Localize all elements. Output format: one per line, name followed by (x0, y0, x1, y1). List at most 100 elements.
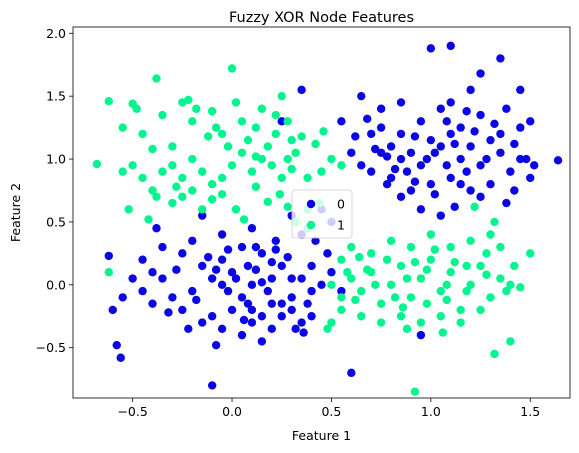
point-series-0 (382, 180, 392, 189)
point-series-0 (430, 148, 440, 157)
point-series-0 (227, 268, 237, 277)
point-series-1 (178, 192, 187, 201)
point-series-0 (506, 167, 515, 176)
point-series-1 (178, 173, 187, 183)
point-series-0 (287, 305, 296, 315)
point-series-1 (223, 142, 233, 151)
point-series-0 (307, 286, 316, 296)
point-series-1 (247, 167, 257, 176)
point-series-1 (416, 318, 426, 327)
point-series-0 (297, 318, 306, 327)
point-series-0 (376, 148, 386, 157)
point-series-1 (152, 74, 161, 83)
point-series-1 (207, 107, 217, 116)
point-series-1 (337, 305, 346, 315)
point-series-1 (192, 104, 201, 113)
point-series-0 (363, 114, 372, 124)
point-series-0 (446, 129, 455, 139)
x-tick-label: 0.0 (222, 404, 242, 419)
point-series-0 (263, 286, 273, 296)
point-series-1 (357, 312, 366, 321)
point-series-1 (516, 283, 525, 292)
point-series-0 (277, 312, 286, 321)
point-series-0 (410, 177, 420, 186)
point-series-1 (263, 142, 273, 151)
point-series-1 (92, 159, 102, 169)
point-series-1 (207, 195, 217, 204)
point-series-1 (323, 324, 332, 334)
point-series-0 (277, 117, 286, 126)
point-series-1 (188, 154, 197, 164)
point-series-1 (402, 274, 412, 283)
point-series-1 (426, 230, 436, 239)
point-series-0 (223, 245, 233, 254)
point-series-1 (231, 98, 241, 107)
point-series-0 (247, 224, 257, 233)
point-series-0 (476, 110, 485, 120)
point-series-0 (247, 280, 257, 290)
point-series-1 (422, 299, 432, 308)
point-series-0 (337, 117, 346, 126)
point-series-1 (277, 91, 286, 101)
point-series-1 (486, 230, 495, 239)
point-series-1 (357, 286, 366, 296)
point-series-0 (317, 280, 326, 290)
point-series-1 (347, 242, 356, 252)
point-series-1 (347, 274, 356, 283)
point-series-0 (347, 368, 356, 378)
point-series-1 (438, 328, 447, 337)
point-series-0 (357, 91, 366, 101)
point-series-1 (406, 293, 416, 302)
point-series-1 (476, 305, 485, 315)
point-series-0 (357, 161, 366, 170)
point-series-1 (510, 261, 519, 271)
point-series-0 (172, 265, 181, 274)
point-series-0 (430, 190, 440, 199)
point-series-0 (207, 381, 217, 390)
point-series-1 (442, 295, 451, 305)
point-series-1 (450, 257, 459, 267)
point-series-1 (422, 265, 432, 274)
point-series-0 (231, 274, 241, 283)
point-series-0 (390, 164, 400, 174)
point-series-1 (148, 186, 157, 195)
point-series-0 (396, 129, 406, 139)
point-series-1 (168, 161, 177, 170)
point-series-0 (422, 154, 432, 164)
point-series-0 (148, 268, 157, 277)
point-series-1 (410, 387, 420, 396)
point-series-1 (251, 152, 261, 161)
point-series-0 (410, 132, 420, 141)
point-series-0 (251, 265, 261, 274)
point-series-1 (476, 261, 485, 271)
point-series-0 (257, 337, 267, 346)
point-series-0 (496, 54, 505, 63)
point-series-1 (287, 135, 296, 145)
point-series-1 (297, 132, 306, 141)
point-series-1 (343, 268, 352, 277)
point-series-0 (112, 340, 121, 350)
point-series-0 (243, 299, 253, 308)
y-tick-label: 0.0 (46, 277, 66, 292)
point-series-0 (526, 117, 535, 126)
point-series-1 (327, 154, 336, 164)
point-series-1 (283, 154, 292, 164)
point-series-1 (317, 167, 326, 176)
point-series-0 (490, 119, 499, 129)
point-series-0 (486, 135, 495, 145)
point-series-1 (436, 286, 445, 296)
point-series-1 (337, 161, 346, 170)
point-series-0 (138, 255, 147, 264)
point-series-1 (386, 280, 396, 290)
point-series-1 (426, 255, 436, 264)
point-series-1 (506, 337, 515, 346)
point-series-0 (152, 224, 161, 233)
point-series-1 (128, 161, 137, 170)
point-series-0 (496, 148, 505, 157)
point-series-1 (311, 139, 320, 149)
point-series-1 (337, 293, 346, 302)
point-series-1 (168, 142, 177, 151)
point-series-1 (462, 286, 471, 296)
point-series-1 (382, 255, 392, 264)
point-series-0 (396, 192, 406, 201)
